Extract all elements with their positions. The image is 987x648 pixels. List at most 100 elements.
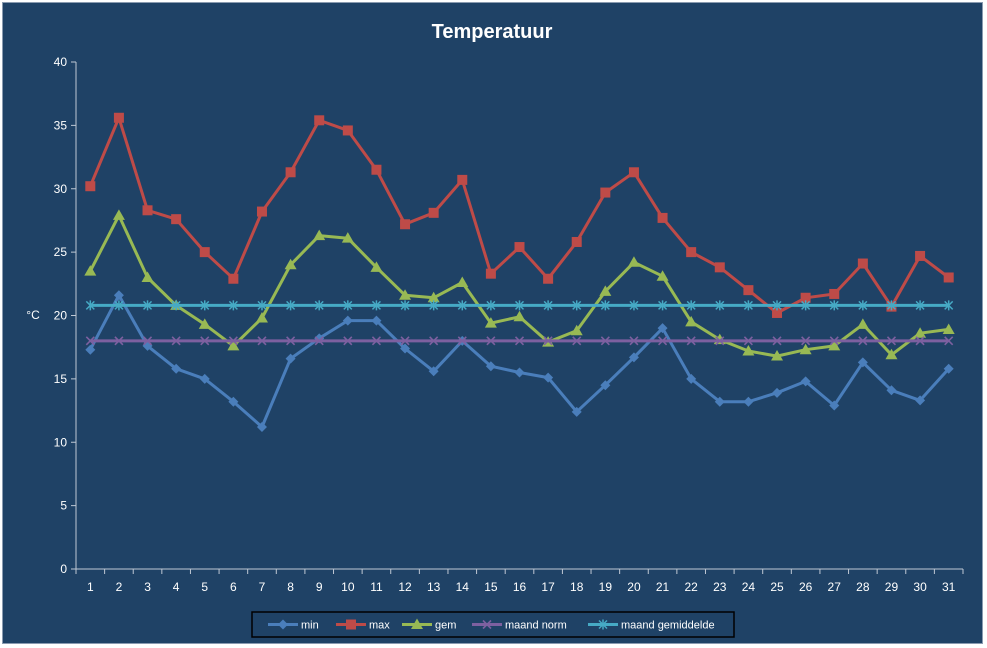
series-line-max [88, 116, 950, 315]
data-point-maand-norm [228, 336, 238, 346]
data-point-maand-norm [858, 336, 868, 346]
x-tick-label: 30 [913, 580, 927, 594]
data-point-min [743, 396, 754, 407]
x-tick-label: 4 [173, 580, 180, 594]
legend: min max gem maand norm maand gemiddelde [251, 611, 735, 638]
data-point-maand-gemiddelde [572, 300, 582, 311]
data-point-gem [198, 318, 211, 329]
data-point-min [543, 372, 554, 383]
chart-title: Temperatuur [432, 21, 553, 43]
data-point-max [686, 247, 697, 258]
data-point-maand-gemiddelde [343, 300, 353, 311]
data-point-gem [685, 315, 698, 327]
data-point-maand-gemiddelde [801, 300, 811, 311]
data-point-gem [599, 285, 612, 296]
series-max [85, 112, 954, 318]
data-point-max [342, 125, 353, 136]
data-point-gem [856, 318, 869, 329]
data-point-max [228, 273, 239, 284]
data-point-min [571, 406, 582, 417]
data-point-gem [456, 276, 469, 288]
legend-entry-maand-norm: maand norm [472, 620, 567, 632]
series-maand-norm [85, 336, 954, 346]
data-point-maand-norm [200, 336, 210, 346]
x-tick-label: 22 [684, 580, 698, 594]
data-point-min [85, 344, 96, 355]
x-tick-label: 29 [885, 580, 899, 594]
series-layer [84, 112, 955, 433]
x-tick-label: 9 [316, 580, 323, 594]
data-point-gem [399, 289, 412, 300]
data-point-maand-gemiddelde [228, 300, 238, 311]
data-point-maand-norm [743, 336, 753, 346]
data-point-min [657, 323, 668, 334]
data-point-max [657, 212, 668, 223]
x-tick-label: 15 [484, 580, 498, 594]
data-point-max [743, 285, 754, 296]
y-axis-label: °C [26, 308, 40, 322]
data-point-gem [141, 271, 154, 282]
legend-swatch-marker [346, 619, 356, 630]
data-point-max [571, 236, 582, 247]
x-tick-label: 12 [398, 580, 412, 594]
data-point-maand-norm [600, 336, 610, 346]
data-point-maand-norm [514, 336, 525, 346]
x-tick-label: 25 [770, 580, 784, 594]
data-point-gem [771, 350, 784, 361]
data-point-gem [627, 256, 640, 267]
data-point-maand-gemiddelde [85, 300, 95, 311]
data-point-gem [942, 323, 955, 334]
data-point-gem [341, 232, 354, 243]
data-point-max [829, 288, 840, 299]
legend-label: maand norm [505, 620, 567, 632]
data-point-max [600, 187, 611, 198]
legend-swatch-marker [411, 618, 423, 629]
legend-label: min [301, 620, 319, 632]
data-point-max [485, 268, 496, 279]
data-point-gem [914, 327, 927, 338]
data-point-maand-gemiddelde [600, 300, 610, 311]
data-point-gem [313, 229, 326, 241]
data-point-maand-gemiddelde [286, 300, 296, 311]
y-tick-label: 25 [54, 245, 68, 259]
series-line-gem [88, 213, 949, 358]
y-tick-label: 5 [60, 499, 67, 513]
x-tick-label: 16 [513, 580, 527, 594]
data-point-maand-gemiddelde [543, 300, 553, 311]
x-tick-label: 6 [230, 580, 237, 594]
data-point-gem [112, 209, 125, 220]
data-point-maand-gemiddelde [658, 300, 668, 311]
data-point-min [113, 290, 124, 301]
x-tick-label: 5 [201, 580, 208, 594]
data-point-gem [885, 348, 898, 360]
data-point-gem [84, 265, 97, 276]
x-tick-label: 13 [427, 580, 441, 594]
data-point-gem [828, 339, 841, 351]
data-point-max [628, 167, 639, 178]
data-point-min [371, 315, 382, 326]
data-point-min [714, 396, 725, 407]
data-point-max [85, 181, 96, 192]
y-tick-label: 30 [54, 182, 68, 196]
legend-label: maand gemiddelde [621, 620, 715, 632]
data-point-maand-norm [915, 336, 925, 346]
data-point-maand-norm [171, 336, 181, 346]
data-point-maand-norm [886, 336, 897, 346]
data-point-min [829, 400, 840, 411]
legend-entry-gem: gem [402, 618, 456, 632]
data-point-max [400, 219, 411, 230]
data-point-maand-gemiddelde [772, 300, 782, 311]
data-point-gem [570, 324, 583, 336]
data-point-gem [427, 291, 440, 303]
x-tick-label: 14 [456, 580, 470, 594]
data-point-maand-norm [114, 336, 124, 346]
data-point-gem [284, 258, 297, 270]
data-point-max [943, 272, 954, 283]
x-tick-label: 21 [656, 580, 670, 594]
data-point-max [314, 115, 325, 126]
data-point-min [428, 366, 439, 377]
data-point-max [113, 112, 124, 123]
legend-swatch-marker [482, 619, 492, 630]
legend-entry-maand-gemiddelde: maand gemiddelde [588, 619, 715, 632]
